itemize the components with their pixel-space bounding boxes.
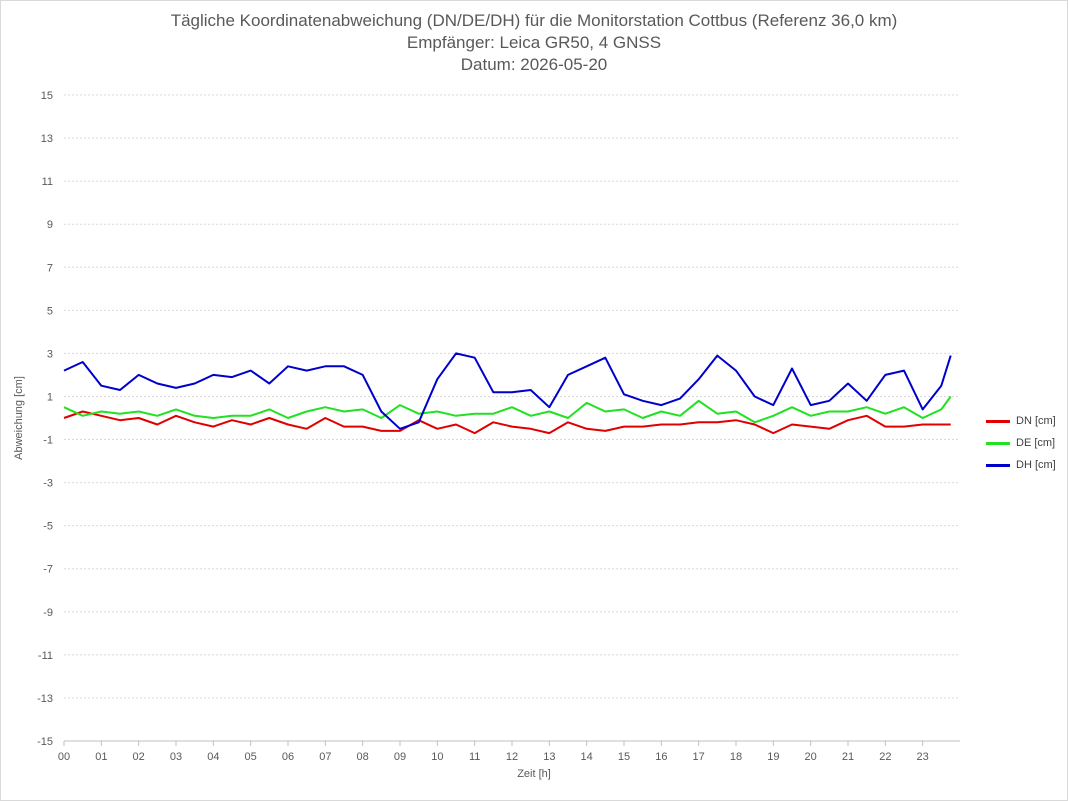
x-tick-label: 15 bbox=[618, 751, 630, 763]
x-tick-label: 12 bbox=[506, 751, 518, 763]
x-tick-label: 05 bbox=[245, 751, 257, 763]
x-tick-label: 08 bbox=[357, 751, 369, 763]
chart-subtitle-date: Datum: 2026-05-20 bbox=[460, 55, 608, 74]
legend-swatch bbox=[986, 463, 1010, 467]
x-axis-label: Zeit [h] bbox=[517, 768, 551, 780]
y-tick-label: 11 bbox=[42, 176, 53, 188]
x-tick-label: 10 bbox=[431, 751, 443, 763]
x-tick-label: 19 bbox=[767, 751, 779, 763]
series-line-dh bbox=[63, 352, 952, 430]
y-tick-label: -11 bbox=[38, 650, 53, 662]
y-tick-label: -5 bbox=[43, 521, 53, 533]
legend-label: DH [cm] bbox=[1016, 459, 1056, 471]
x-tick-label: 06 bbox=[282, 751, 294, 763]
x-tick-label: 00 bbox=[58, 751, 70, 763]
y-tick-label: 3 bbox=[47, 348, 53, 360]
legend-item-de: DE [cm] bbox=[986, 432, 1056, 454]
legend-item-dn: DN [cm] bbox=[986, 410, 1056, 432]
y-tick-label: -15 bbox=[37, 736, 53, 748]
y-tick-label: -1 bbox=[43, 435, 53, 447]
x-tick-label: 13 bbox=[543, 751, 555, 763]
y-tick-label: 7 bbox=[47, 262, 53, 274]
y-tick-label: 1 bbox=[47, 391, 53, 403]
legend-item-dh: DH [cm] bbox=[986, 454, 1056, 476]
x-tick-label: 23 bbox=[917, 751, 929, 763]
series-line-dn bbox=[63, 410, 951, 435]
legend-swatch bbox=[986, 441, 1010, 445]
legend-label: DE [cm] bbox=[1016, 437, 1056, 449]
x-tick-label: 02 bbox=[133, 751, 145, 763]
x-tick-label: 11 bbox=[469, 751, 480, 763]
legend-swatch bbox=[986, 419, 1010, 423]
x-tick-label: 01 bbox=[95, 751, 107, 763]
legend-label: DN [cm] bbox=[1016, 415, 1056, 427]
x-tick-label: 04 bbox=[207, 751, 219, 763]
x-tick-label: 07 bbox=[319, 751, 331, 763]
legend: DN [cm] DE [cm] DH [cm] bbox=[986, 410, 1056, 476]
x-tick-label: 16 bbox=[655, 751, 667, 763]
x-tick-label: 22 bbox=[879, 751, 891, 763]
x-tick-label: 03 bbox=[170, 751, 182, 763]
y-tick-label: -7 bbox=[43, 564, 53, 576]
x-tick-label: 18 bbox=[730, 751, 742, 763]
y-tick-label: 5 bbox=[47, 305, 53, 317]
y-tick-label: 15 bbox=[41, 90, 53, 102]
chart-title-block: Tägliche Koordinatenabweichung (DN/DE/DH… bbox=[0, 10, 1068, 76]
x-tick-label: 17 bbox=[693, 751, 705, 763]
x-tick-label: 14 bbox=[581, 751, 593, 763]
x-tick-label: 21 bbox=[842, 751, 854, 763]
y-tick-label: 9 bbox=[47, 219, 53, 231]
y-tick-label: -3 bbox=[43, 478, 53, 490]
x-tick-label: 20 bbox=[805, 751, 817, 763]
x-tick-label: 09 bbox=[394, 751, 406, 763]
chart-subtitle-receiver: Empfänger: Leica GR50, 4 GNSS bbox=[406, 33, 662, 52]
y-tick-label: -9 bbox=[43, 607, 53, 619]
chart-title: Tägliche Koordinatenabweichung (DN/DE/DH… bbox=[170, 11, 898, 30]
y-tick-label: -13 bbox=[37, 693, 53, 705]
series-line-de bbox=[63, 395, 952, 424]
y-tick-label: 13 bbox=[41, 133, 53, 145]
